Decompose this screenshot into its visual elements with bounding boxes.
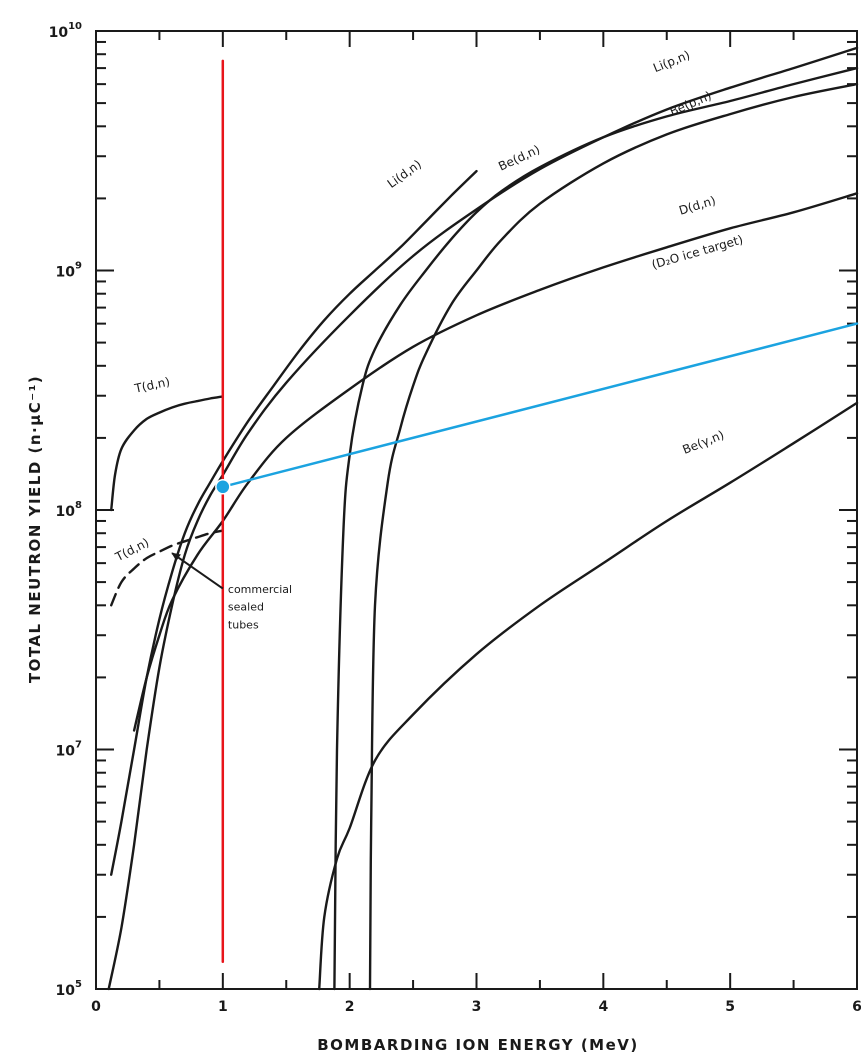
curve-label: Be(p,n) [668, 89, 714, 119]
series-be-n [318, 401, 859, 991]
curve-label: T(d,n) [132, 375, 171, 396]
highlight-marker [215, 479, 231, 495]
y-tick-label: 108 [56, 500, 82, 520]
curve-label: D(d,n) [677, 193, 717, 217]
x-tick-label: 6 [852, 999, 861, 1015]
overlay-line-9 [221, 322, 859, 489]
series-li-p-n [333, 66, 859, 991]
y-axis-title: TOTAL NEUTRON YIELD (n·µC⁻¹) [26, 375, 44, 683]
y-tick-label: 109 [56, 261, 82, 281]
y-tick-label: 105 [56, 979, 82, 999]
curve-label: Be(γ,n) [681, 428, 727, 457]
series-d-d-n [132, 192, 859, 732]
plot-frame [95, 30, 858, 990]
curve-label: commercial [228, 583, 292, 596]
series-be-d-n [107, 46, 859, 991]
x-tick-label: 5 [725, 999, 735, 1015]
curve-label: Li(p,n) [651, 48, 692, 75]
x-axis-title: BOMBARDING ION ENERGY (MeV) [317, 1036, 639, 1054]
y-tick-label: 1010 [49, 21, 82, 41]
x-tick-label: 4 [598, 999, 608, 1015]
series-be-p-n [368, 82, 859, 991]
curve-label: Li(d,n) [385, 157, 424, 191]
series-t-d-n [110, 395, 224, 512]
curve-label: tubes [228, 619, 259, 632]
y-tick-label: 107 [56, 740, 82, 760]
x-tick-label: 1 [218, 999, 228, 1015]
x-tick-label: 2 [345, 999, 355, 1015]
axis-ticks: 0 1 2 3 4 5 6 105 107 108 109 1010 [49, 21, 861, 1015]
plot-border [95, 30, 858, 990]
x-tick-label: 0 [91, 999, 101, 1015]
curve-label: sealed [228, 601, 264, 614]
annotation-arrow [171, 552, 224, 590]
data-series [107, 46, 859, 991]
series-t-d-n-dashed [110, 529, 224, 607]
x-tick-label: 3 [472, 999, 482, 1015]
